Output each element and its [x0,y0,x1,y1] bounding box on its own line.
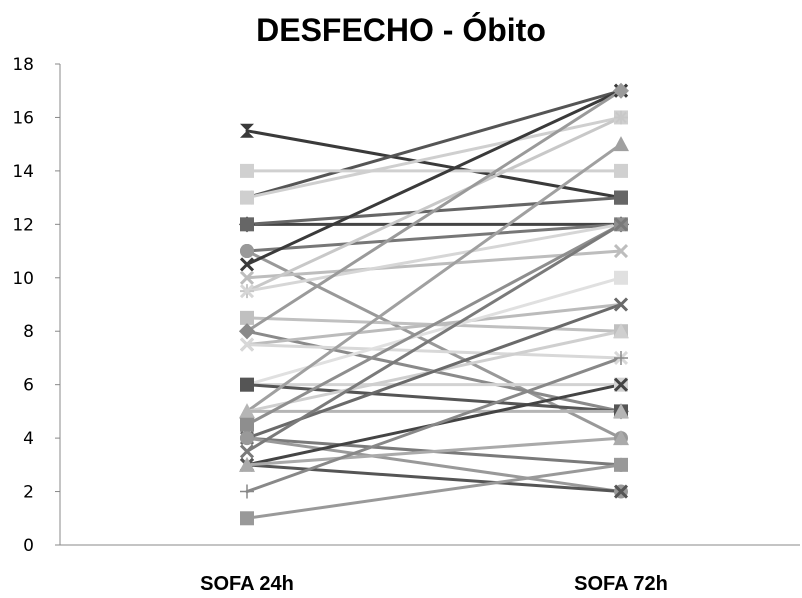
series-marker [613,243,629,259]
series-line [245,89,623,266]
axes [55,63,800,546]
series-line-group [245,142,623,413]
series-line-group [245,222,623,293]
series-marker [239,270,255,285]
series-marker [240,217,254,232]
series-line-group [245,129,623,200]
series-line [245,356,623,494]
series-markers [239,82,629,526]
series-line-group [245,115,623,293]
series-marker [240,511,254,526]
series-line [245,89,623,200]
series-line-group [245,89,623,333]
series-line [245,129,623,200]
y-tick-label: 12 [12,215,34,235]
series-line [245,436,623,494]
series-marker [614,110,628,125]
y-tick-label: 16 [12,108,34,128]
series-line [245,463,623,494]
series-marker [239,257,255,272]
series-line [245,115,623,293]
series-marker-group [240,457,628,526]
series-marker [239,444,255,459]
series-marker-group [239,403,629,419]
y-tick-label: 14 [12,162,34,182]
y-tick-label: 0 [23,536,34,556]
series-marker [239,337,255,352]
series-line-group [245,222,623,453]
series-marker [239,323,255,340]
series-line [245,463,623,520]
series-line [245,89,623,333]
series-line [245,249,623,280]
series-line-group [245,436,623,467]
series-marker-group [239,430,629,472]
series-marker-group [240,190,628,232]
series-marker [614,270,628,285]
series-line [245,343,623,360]
series-marker [614,350,628,365]
series-marker-group [240,163,628,178]
y-tick-label: 4 [23,429,34,449]
y-tick-label: 6 [23,376,34,396]
y-tick-label: 10 [12,269,34,289]
series-marker [613,484,629,499]
series-marker [240,190,254,205]
series-lines [245,89,623,520]
series-marker [613,136,629,152]
series-marker-group [239,243,629,285]
series-marker [240,310,254,325]
series-line-group [245,343,623,360]
series-line-group [245,436,623,494]
series-line-group [245,89,623,200]
series-line-group [245,383,623,413]
series-marker [613,377,629,392]
series-marker [613,323,629,339]
series-marker [613,82,629,99]
series-line [245,222,623,453]
series-marker [614,163,628,178]
series-marker [613,430,629,446]
y-tick-label: 8 [23,322,34,342]
x-category-label: SOFA 72h [574,573,668,595]
chart-title: DESFECHO - Óbito [256,12,546,48]
series-marker [613,403,629,419]
series-line-group [245,222,623,253]
series-marker [240,377,254,392]
series-line-group [245,303,623,440]
series-marker [613,217,629,232]
series-line [245,142,623,413]
series-marker [240,417,254,432]
x-category-label: SOFA 24h [200,573,294,595]
series-line [245,383,623,413]
series-marker [240,431,254,446]
series-marker [613,297,629,312]
series-marker-group [240,350,628,499]
series-marker [239,456,255,472]
series-line-group [245,249,623,280]
series-line [245,303,623,440]
series-line [245,436,623,467]
series-marker [240,163,254,178]
series-line [245,222,623,427]
series-marker-group [239,217,629,459]
series-line-group [245,463,623,520]
y-tick-label: 18 [12,55,34,75]
axis-labels: 0 2 4 6 8 10 12 14 16 18 SOFA 24h SOFA 72h [12,55,668,595]
series-line-group [245,89,623,266]
series-marker [239,403,255,419]
series-line-group [245,463,623,494]
series-line [245,222,623,253]
series-marker [240,484,254,499]
series-line [245,222,623,293]
series-marker [240,123,254,138]
series-line-group [245,356,623,494]
y-tick-label: 2 [23,483,34,503]
series-marker [239,284,255,299]
series-marker [614,190,628,205]
series-marker [614,457,628,472]
series-line-group [245,222,623,427]
series-marker [240,244,254,259]
